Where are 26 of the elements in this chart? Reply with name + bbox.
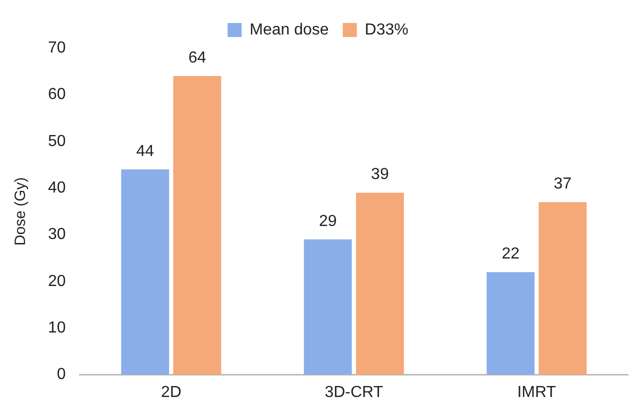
bar [356,192,404,375]
y-tick-label: 10 [48,320,66,337]
data-label: 39 [371,166,389,184]
data-label: 22 [502,246,520,262]
y-tick-label: 50 [48,132,66,150]
y-tick-label: 60 [48,86,66,104]
y-tick-label: 0 [56,366,66,384]
y-tick-label: 40 [48,179,66,196]
bar [173,76,222,375]
bar [121,169,170,375]
legend-label: D33% [364,21,408,38]
x-tick-label: 3D-CRT [324,384,384,401]
y-tick-label: 20 [48,272,66,290]
data-label: 37 [554,175,572,192]
x-tick-label: IMRT [517,384,556,401]
data-label: 29 [318,212,337,230]
x-tick-label: 2D [160,384,182,401]
legend-label: Mean dose [250,21,329,38]
data-label: 64 [188,49,206,66]
y-tick-label: 30 [48,226,66,244]
data-label: 44 [136,142,154,160]
bar [304,239,352,375]
bar [486,272,535,375]
y-tick-label: 70 [48,39,66,56]
y-axis-title: Dose (Gy) [12,177,30,246]
bar [538,202,587,375]
